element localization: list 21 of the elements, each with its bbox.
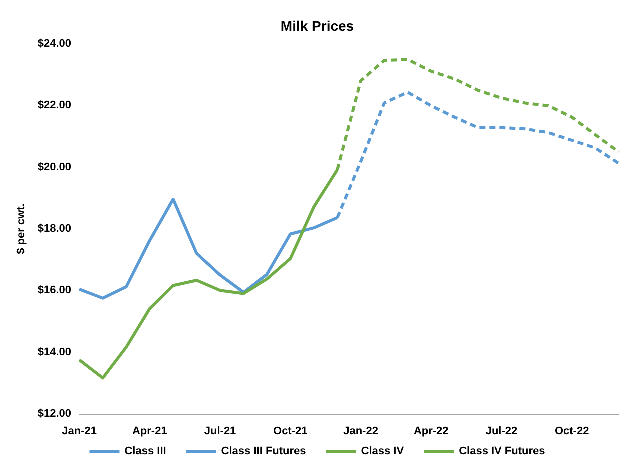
legend-label: Class III Futures bbox=[221, 446, 306, 458]
legend-label: Class III bbox=[124, 446, 166, 458]
x-tick-label: Apr-22 bbox=[414, 426, 449, 438]
y-axis-title: $ per cwt. bbox=[16, 204, 28, 254]
x-tick-label: Apr-21 bbox=[132, 426, 168, 438]
y-tick-label: $12.00 bbox=[38, 408, 72, 420]
y-tick-label: $18.00 bbox=[38, 223, 72, 235]
y-tick-label: $20.00 bbox=[38, 161, 72, 174]
x-tick-label: Jul-21 bbox=[204, 426, 236, 438]
legend-label: Class IV bbox=[361, 446, 405, 458]
x-tick-label: Jan-21 bbox=[62, 426, 97, 438]
x-tick-label: Oct-22 bbox=[554, 426, 590, 438]
y-tick-label: $16.00 bbox=[38, 284, 72, 297]
y-tick-label: $14.00 bbox=[38, 346, 72, 358]
x-tick-label: Jan-22 bbox=[344, 426, 378, 438]
x-tick-label: Jul-22 bbox=[486, 426, 518, 438]
x-tick-label: Oct-21 bbox=[274, 426, 308, 438]
chart-title: Milk Prices bbox=[280, 18, 354, 34]
y-tick-label: $24.00 bbox=[38, 38, 72, 50]
legend-label: Class IV Futures bbox=[459, 446, 546, 458]
y-tick-label: $22.00 bbox=[38, 100, 72, 112]
